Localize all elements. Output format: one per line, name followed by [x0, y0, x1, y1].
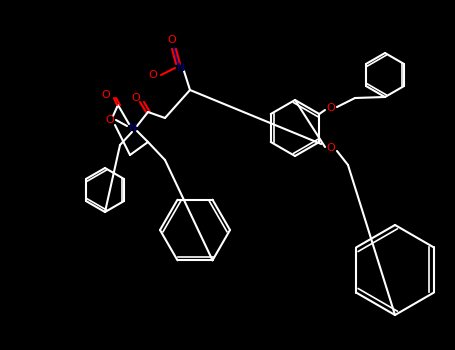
Text: O: O [106, 115, 114, 125]
Text: O: O [101, 90, 111, 100]
Text: O: O [131, 93, 141, 103]
Text: O: O [327, 143, 335, 153]
Text: O: O [167, 35, 177, 45]
Text: N: N [129, 123, 137, 133]
Text: N: N [177, 63, 185, 73]
Text: O: O [327, 103, 335, 113]
Text: O: O [149, 70, 157, 80]
